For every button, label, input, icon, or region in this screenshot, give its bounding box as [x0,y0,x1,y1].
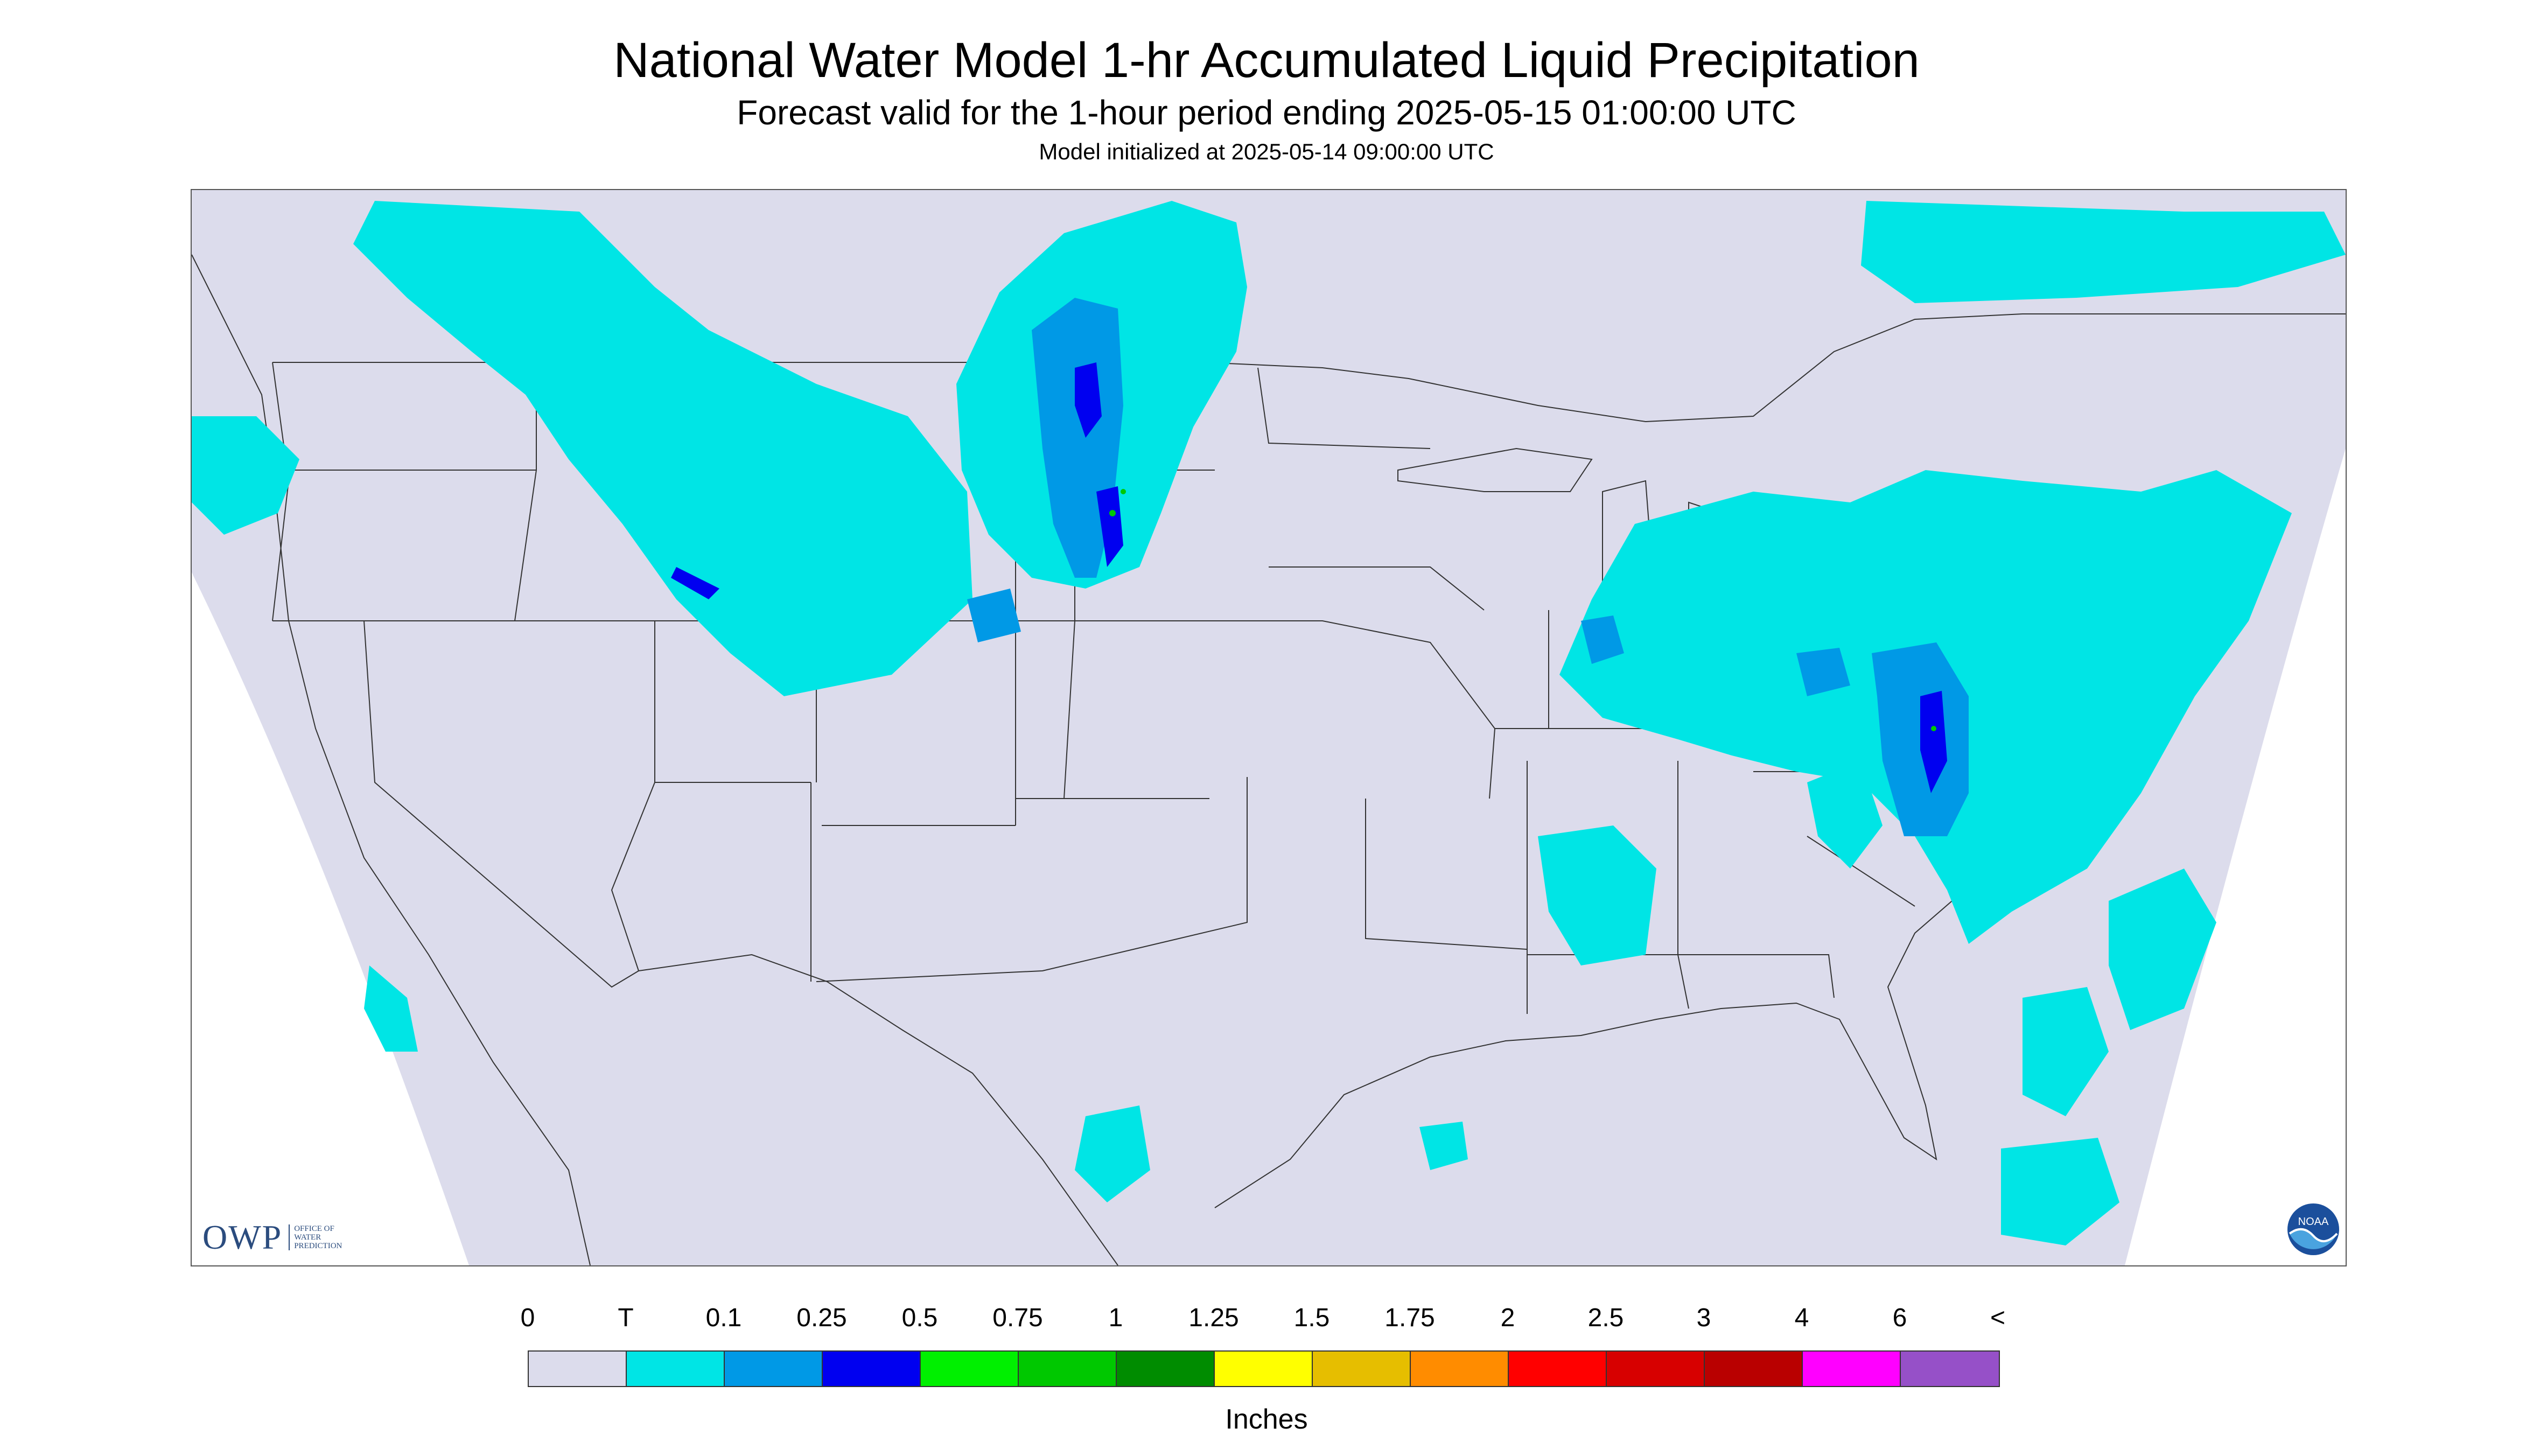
legend-swatch [1901,1352,1999,1386]
legend-labels: 0 T 0.1 0.25 0.5 0.75 1 1.25 1.5 1.75 2 2.5 3 4 6 < [0,1303,2533,1335]
legend-swatch [1509,1352,1607,1386]
legend-label: 0.75 [992,1304,1043,1332]
legend-swatch [1705,1352,1803,1386]
owp-subtext: OFFICE OF WATER PREDICTION [289,1224,342,1250]
map-title: National Water Model 1-hr Accumulated Li… [613,33,1920,88]
legend-label: 2 [1500,1304,1515,1332]
legend-label: < [1990,1304,2006,1332]
legend-label: 0.25 [796,1304,847,1332]
legend-label: T [618,1304,634,1332]
legend-swatch [1803,1352,1901,1386]
legend-label: 1.5 [1293,1304,1330,1332]
legend-label: 1.75 [1384,1304,1435,1332]
owp-logo: OWP OFFICE OF WATER PREDICTION [202,1217,342,1257]
legend-label: 0.5 [901,1304,938,1332]
owp-subtext-line: WATER [294,1233,321,1242]
legend-colorbar [528,1350,2000,1387]
legend-label: 3 [1696,1304,1711,1332]
legend-label: 0 [520,1304,535,1332]
owp-subtext-line: PREDICTION [294,1242,342,1250]
legend-swatch [1411,1352,1509,1386]
noaa-logo-text: NOAA [2298,1216,2329,1228]
legend-label: 0.1 [705,1304,742,1332]
precipitation-areas [192,201,2346,1245]
state-boundaries [192,254,2346,1265]
owp-mark: OWP [202,1218,283,1256]
legend-swatch [627,1352,725,1386]
map-canvas [192,190,2346,1265]
legend-label: 1.25 [1188,1304,1239,1332]
legend-swatch [1215,1352,1313,1386]
precip-heavy [1109,489,1936,731]
legend-swatch [1313,1352,1411,1386]
legend-swatch [529,1352,627,1386]
legend-swatch [1019,1352,1117,1386]
legend-swatch [921,1352,1019,1386]
legend-swatch [823,1352,921,1386]
legend-swatch [725,1352,823,1386]
legend-label: 4 [1794,1304,1809,1332]
owp-subtext-line: OFFICE OF [294,1224,334,1233]
legend-label: 6 [1892,1304,1907,1332]
legend-units: Inches [1225,1404,1308,1435]
legend-swatch [1117,1352,1215,1386]
legend-label: 1 [1108,1304,1123,1332]
legend-swatch [1607,1352,1705,1386]
map-subtitle: Forecast valid for the 1-hour period end… [737,93,1796,132]
legend-label: 2.5 [1587,1304,1624,1332]
noaa-logo: NOAA [2287,1203,2339,1255]
precip-moderate [671,362,1947,793]
model-init-line: Model initialized at 2025-05-14 09:00:00… [1039,139,1494,164]
precipitation-map: OWP OFFICE OF WATER PREDICTION NOAA [191,189,2347,1266]
